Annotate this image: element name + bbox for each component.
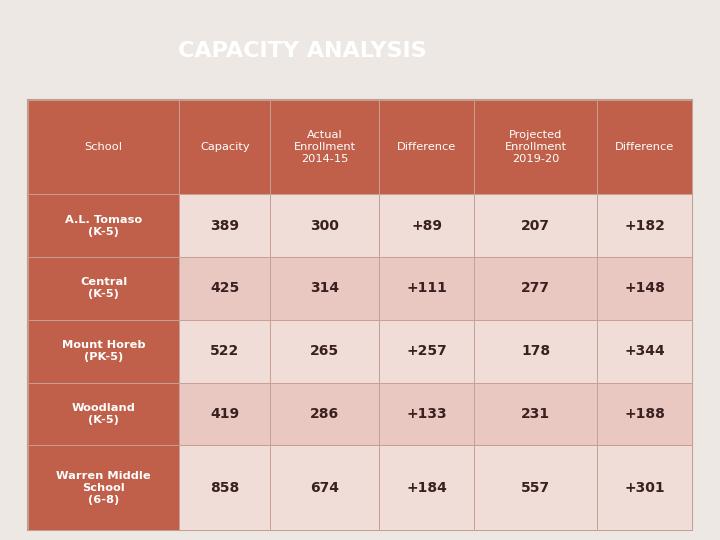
Text: A.L. Tomaso
(K-5): A.L. Tomaso (K-5) xyxy=(65,214,142,237)
Text: +182: +182 xyxy=(624,219,665,233)
Text: Projected
Enrollment
2019-20: Projected Enrollment 2019-20 xyxy=(505,130,567,164)
Text: Central
(K-5): Central (K-5) xyxy=(80,278,127,299)
FancyBboxPatch shape xyxy=(179,100,271,194)
Text: 557: 557 xyxy=(521,481,550,495)
Text: Actual
Enrollment
2014-15: Actual Enrollment 2014-15 xyxy=(294,130,356,164)
FancyBboxPatch shape xyxy=(271,194,379,257)
FancyBboxPatch shape xyxy=(597,194,692,257)
Text: 300: 300 xyxy=(310,219,339,233)
Text: +344: +344 xyxy=(624,344,665,358)
Text: 207: 207 xyxy=(521,219,550,233)
FancyBboxPatch shape xyxy=(379,383,474,445)
Text: Woodland
(K-5): Woodland (K-5) xyxy=(71,403,135,425)
FancyBboxPatch shape xyxy=(474,446,597,530)
FancyBboxPatch shape xyxy=(474,194,597,257)
FancyBboxPatch shape xyxy=(474,320,597,383)
FancyBboxPatch shape xyxy=(271,446,379,530)
Text: +89: +89 xyxy=(411,219,442,233)
Text: +148: +148 xyxy=(624,281,665,295)
Text: 419: 419 xyxy=(210,407,239,421)
Text: 277: 277 xyxy=(521,281,550,295)
FancyBboxPatch shape xyxy=(474,383,597,445)
FancyBboxPatch shape xyxy=(474,257,597,320)
Text: 314: 314 xyxy=(310,281,339,295)
Text: 674: 674 xyxy=(310,481,339,495)
Text: Difference: Difference xyxy=(615,142,674,152)
Text: 522: 522 xyxy=(210,344,239,358)
FancyBboxPatch shape xyxy=(271,383,379,445)
FancyBboxPatch shape xyxy=(271,100,379,194)
FancyBboxPatch shape xyxy=(474,100,597,194)
FancyBboxPatch shape xyxy=(179,446,271,530)
Text: 265: 265 xyxy=(310,344,339,358)
FancyBboxPatch shape xyxy=(379,320,474,383)
Text: Difference: Difference xyxy=(397,142,456,152)
FancyBboxPatch shape xyxy=(597,320,692,383)
FancyBboxPatch shape xyxy=(597,100,692,194)
Text: 858: 858 xyxy=(210,481,239,495)
FancyBboxPatch shape xyxy=(379,194,474,257)
FancyBboxPatch shape xyxy=(28,446,179,530)
FancyBboxPatch shape xyxy=(28,383,179,445)
Text: Warren Middle
School
(6-8): Warren Middle School (6-8) xyxy=(56,471,151,505)
FancyBboxPatch shape xyxy=(379,100,474,194)
Text: School: School xyxy=(84,142,122,152)
Text: 286: 286 xyxy=(310,407,339,421)
FancyBboxPatch shape xyxy=(379,257,474,320)
FancyBboxPatch shape xyxy=(28,194,179,257)
FancyBboxPatch shape xyxy=(179,383,271,445)
Text: +257: +257 xyxy=(406,344,447,358)
FancyBboxPatch shape xyxy=(597,383,692,445)
Text: +111: +111 xyxy=(406,281,447,295)
FancyBboxPatch shape xyxy=(179,194,271,257)
FancyBboxPatch shape xyxy=(597,446,692,530)
FancyBboxPatch shape xyxy=(28,320,179,383)
FancyBboxPatch shape xyxy=(271,320,379,383)
FancyBboxPatch shape xyxy=(597,257,692,320)
FancyBboxPatch shape xyxy=(271,257,379,320)
FancyBboxPatch shape xyxy=(28,100,179,194)
FancyBboxPatch shape xyxy=(179,257,271,320)
Text: 425: 425 xyxy=(210,281,239,295)
Text: 389: 389 xyxy=(210,219,239,233)
Text: CAPACITY ANALYSIS: CAPACITY ANALYSIS xyxy=(178,41,427,61)
Text: +184: +184 xyxy=(406,481,447,495)
Text: +301: +301 xyxy=(624,481,665,495)
Text: Mount Horeb
(PK-5): Mount Horeb (PK-5) xyxy=(62,340,145,362)
FancyBboxPatch shape xyxy=(28,257,179,320)
Text: 178: 178 xyxy=(521,344,550,358)
Text: 231: 231 xyxy=(521,407,550,421)
FancyBboxPatch shape xyxy=(179,320,271,383)
Text: Capacity: Capacity xyxy=(200,142,250,152)
Text: +188: +188 xyxy=(624,407,665,421)
FancyBboxPatch shape xyxy=(379,446,474,530)
Text: +133: +133 xyxy=(406,407,447,421)
